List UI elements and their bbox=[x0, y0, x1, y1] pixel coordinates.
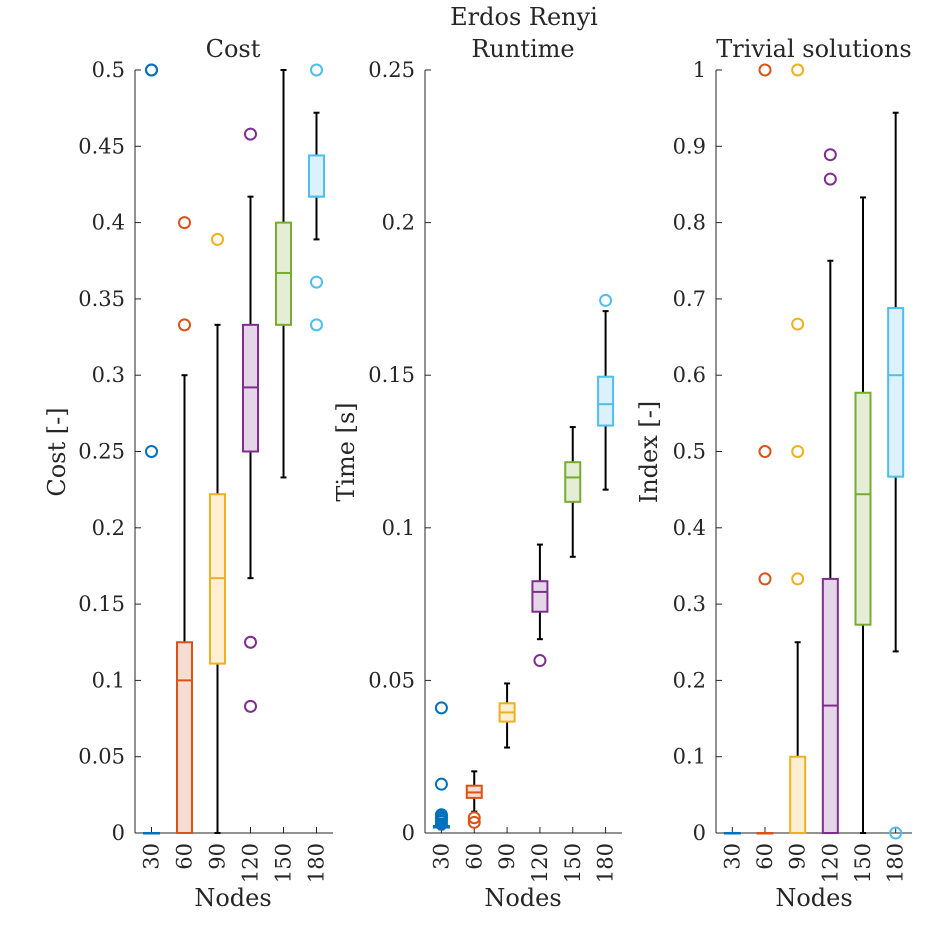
panel-runtime-title: Runtime bbox=[471, 35, 574, 63]
panel-trivial-solutions-plot-area: 0 0.1 0.2 0.3 0.4 0.5 0.6 0.7 0.8 0.9 1 30 60 90 120 15… bbox=[673, 58, 912, 883]
outlier-point bbox=[758, 572, 772, 586]
y-tick-label: 0.7 bbox=[673, 287, 706, 311]
box bbox=[176, 641, 193, 834]
y-tick-label: 0.05 bbox=[78, 745, 125, 769]
x-tick-label: 90 bbox=[206, 843, 230, 870]
box bbox=[564, 461, 582, 503]
y-tick-label: 0.25 bbox=[368, 58, 415, 82]
outlier-point bbox=[434, 808, 448, 822]
panel-runtime-ylabel: Time [s] bbox=[332, 402, 360, 501]
outlier-point bbox=[244, 127, 257, 141]
outlier-point bbox=[310, 63, 323, 77]
outlier-point bbox=[310, 318, 323, 332]
outlier-point bbox=[244, 699, 257, 713]
y-tick-label: 0.1 bbox=[382, 516, 415, 540]
x-tick-label: 30 bbox=[429, 843, 453, 870]
x-tick-label: 150 bbox=[272, 843, 296, 883]
panel-runtime-plot-area: 0 0.05 0.1 0.15 0.2 0.25 30 60 90 120 150 180 bbox=[368, 58, 622, 883]
outlier-point bbox=[434, 701, 448, 715]
panel-trivial-solutions-xlabel: Nodes bbox=[775, 884, 852, 912]
outlier-point bbox=[178, 318, 191, 332]
x-tick-label: 60 bbox=[173, 843, 197, 870]
panel-trivial-solutions-title: Trivial solutions bbox=[716, 35, 911, 63]
panel-cost: Cost Cost [-] Nodes 00.050.10.150.20.250… bbox=[43, 35, 333, 912]
box bbox=[789, 755, 807, 835]
y-tick-label: 0.15 bbox=[368, 363, 415, 387]
y-tick-label: 0.9 bbox=[673, 134, 706, 158]
y-tick-label: 0.1 bbox=[673, 745, 706, 769]
x-tick-label: 120 bbox=[528, 843, 552, 883]
outlier-point bbox=[211, 232, 224, 246]
y-tick-label: 0.5 bbox=[92, 58, 125, 82]
y-tick-label: 0.25 bbox=[78, 440, 125, 464]
y-tick-label: 0.4 bbox=[673, 516, 706, 540]
x-tick-label: 90 bbox=[495, 843, 519, 870]
outlier-point bbox=[791, 572, 805, 586]
y-tick-label: 0.35 bbox=[78, 287, 125, 311]
y-tick-label: 1 bbox=[693, 58, 706, 82]
x-tick-label: 90 bbox=[786, 843, 810, 870]
y-tick-label: 0.6 bbox=[673, 363, 706, 387]
panel-cost-plot-area: 0 0.05 0.1 0.15 0.2 0.25 0.3 0.35 0.4 0.45 0.5 30 60… bbox=[78, 58, 333, 883]
x-tick-label: 180 bbox=[884, 843, 908, 883]
y-tick-label: 0.2 bbox=[673, 668, 706, 692]
outlier-point bbox=[467, 815, 481, 829]
x-tick-label: 150 bbox=[851, 843, 875, 883]
outlier-point bbox=[791, 317, 805, 331]
y-tick-label: 0.2 bbox=[92, 516, 125, 540]
outlier-point bbox=[533, 654, 547, 668]
panel-cost-ylabel: Cost [-] bbox=[43, 407, 71, 496]
panel-cost-title: Cost bbox=[206, 35, 261, 63]
y-tick-label: 0.5 bbox=[673, 440, 706, 464]
y-tick-label: 0.45 bbox=[78, 134, 125, 158]
y-tick-label: 0.3 bbox=[673, 592, 706, 616]
panel-runtime: Runtime Time [s] Nodes 0 0.05 0.1 0.15 0.2 0.… bbox=[332, 35, 622, 912]
box bbox=[597, 375, 615, 427]
x-tick-label: 150 bbox=[561, 843, 585, 883]
outlier-point bbox=[823, 172, 837, 186]
y-tick-label: 0.2 bbox=[382, 211, 415, 235]
y-tick-label: 0.4 bbox=[92, 211, 125, 235]
box bbox=[531, 580, 549, 613]
x-tick-label: 180 bbox=[594, 843, 618, 883]
y-tick-label: 0.15 bbox=[78, 592, 125, 616]
x-tick-label: 180 bbox=[305, 843, 329, 883]
box bbox=[308, 154, 325, 198]
outlier-point bbox=[145, 63, 158, 77]
x-tick-label: 120 bbox=[818, 843, 842, 883]
x-tick-label: 30 bbox=[720, 843, 744, 870]
y-tick-label: 0.8 bbox=[673, 211, 706, 235]
outlier-point bbox=[467, 811, 481, 825]
panel-runtime-xlabel: Nodes bbox=[484, 884, 561, 912]
y-tick-label: 0 bbox=[402, 821, 415, 845]
y-tick-label: 0.05 bbox=[368, 668, 415, 692]
outlier-point bbox=[310, 275, 323, 289]
figure-suptitle: Erdos Renyi bbox=[450, 3, 598, 31]
outlier-point bbox=[889, 826, 903, 840]
outlier-point bbox=[823, 148, 837, 162]
outlier-point bbox=[758, 445, 772, 458]
y-tick-label: 0.3 bbox=[92, 363, 125, 387]
x-tick-label: 60 bbox=[462, 843, 486, 870]
y-tick-label: 0 bbox=[693, 821, 706, 845]
outlier-point bbox=[791, 445, 805, 458]
outlier-point bbox=[599, 293, 613, 307]
panel-cost-xlabel: Nodes bbox=[194, 884, 271, 912]
box bbox=[887, 307, 905, 478]
outlier-point bbox=[178, 216, 191, 230]
y-tick-label: 0.1 bbox=[92, 668, 125, 692]
outlier-point bbox=[434, 777, 448, 791]
x-tick-label: 60 bbox=[753, 843, 777, 870]
x-tick-label: 30 bbox=[140, 843, 164, 870]
x-tick-label: 120 bbox=[239, 843, 263, 883]
box bbox=[854, 391, 872, 626]
panel-trivial-solutions: Trivial solutions Index [-] Nodes 0 0.1 0.… bbox=[635, 35, 912, 912]
outlier-point bbox=[758, 63, 772, 77]
outlier-point bbox=[791, 63, 805, 77]
outlier-point bbox=[145, 445, 158, 458]
y-tick-label: 0 bbox=[112, 821, 125, 845]
outlier-point bbox=[244, 635, 257, 649]
panel-trivial-solutions-ylabel: Index [-] bbox=[635, 401, 663, 504]
